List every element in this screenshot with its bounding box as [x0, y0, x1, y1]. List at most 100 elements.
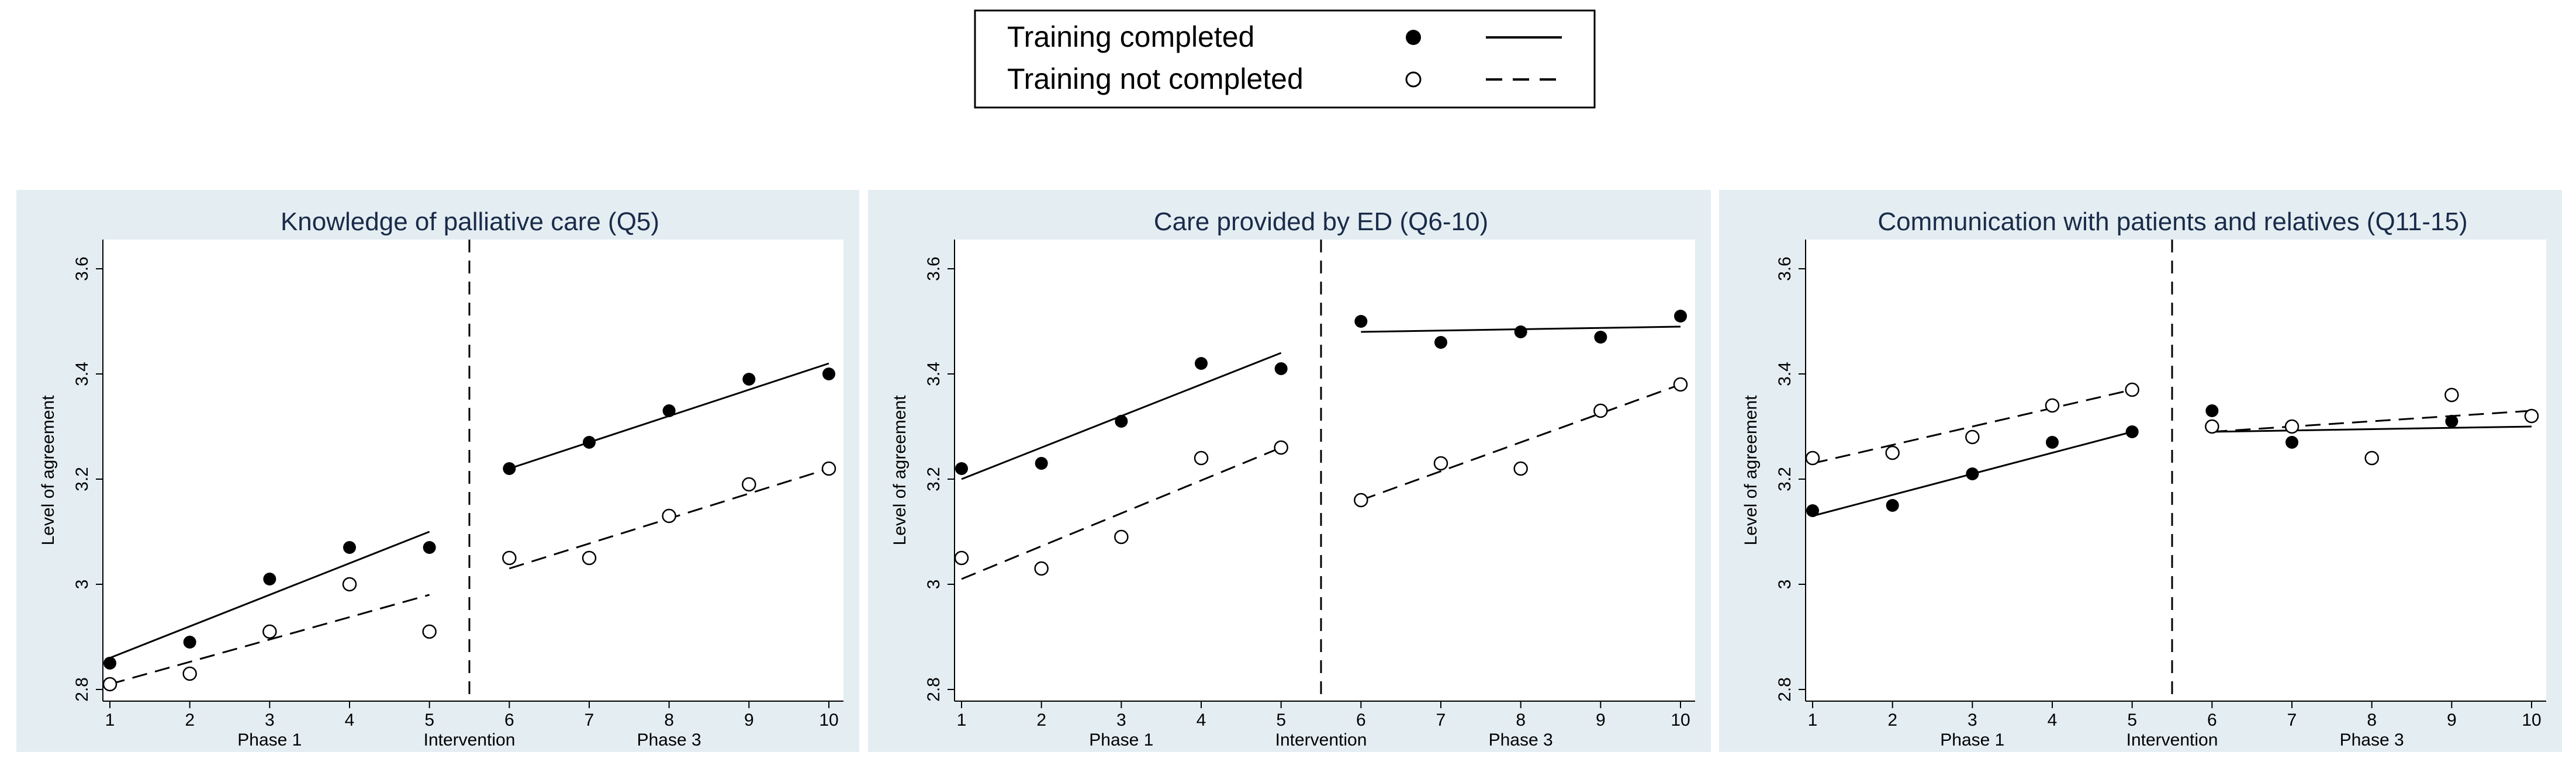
x-tick-label: 10 — [1671, 710, 1690, 730]
x-tick-label: 3 — [265, 710, 275, 730]
data-point-training-not-completed — [422, 624, 437, 639]
x-tick-label: 6 — [504, 710, 514, 730]
data-point-training-completed — [183, 636, 196, 649]
x-tick-label: 5 — [424, 710, 434, 730]
y-tick-label: 2.8 — [924, 677, 943, 702]
x-tick-label: 7 — [585, 710, 594, 730]
data-point-training-not-completed — [2045, 398, 2060, 413]
x-tick-label: 8 — [1516, 710, 1526, 730]
y-tick-label: 3.4 — [1775, 362, 1794, 386]
legend-label-training-completed: Training completed — [1007, 20, 1254, 53]
data-point-training-completed — [103, 657, 116, 670]
y-tick-label: 3.2 — [1775, 467, 1794, 491]
data-point-training-completed — [503, 462, 516, 475]
x-tick-label: 9 — [1596, 710, 1606, 730]
panel-care-provided-by-ed: Care provided by ED (Q6-10) 2.8 3 3.2 3.4 3.… — [868, 190, 1711, 752]
data-point-training-completed — [2046, 436, 2059, 449]
data-point-training-completed — [1354, 315, 1368, 328]
data-point-training-completed — [2205, 404, 2219, 417]
intervention-label: Intervention — [1275, 730, 1367, 750]
data-point-training-not-completed — [821, 461, 836, 476]
fit-line-training-completed — [109, 531, 430, 659]
data-point-training-not-completed — [1114, 529, 1129, 545]
data-point-training-completed — [955, 462, 968, 475]
phase-3-label: Phase 3 — [637, 730, 701, 750]
data-point-training-completed — [2285, 436, 2298, 449]
plot-area — [955, 240, 1695, 701]
data-point-training-not-completed — [1805, 450, 1820, 466]
fit-line-training-not-completed — [109, 594, 430, 685]
y-axis-title: Level of agreement — [1741, 395, 1761, 545]
fit-line-training-completed — [2212, 425, 2532, 433]
data-point-training-completed — [2125, 425, 2139, 438]
legend-box — [974, 9, 1596, 109]
data-point-training-not-completed — [102, 677, 117, 692]
phase-3-label: Phase 3 — [1489, 730, 1553, 750]
data-point-training-not-completed — [582, 550, 597, 566]
data-point-training-not-completed — [742, 477, 756, 492]
data-point-training-not-completed — [1593, 403, 1608, 418]
y-tick-label: 3.2 — [924, 467, 943, 491]
data-point-training-completed — [1514, 325, 1527, 338]
data-point-training-not-completed — [1965, 429, 1980, 445]
data-point-training-not-completed — [1673, 377, 1688, 392]
y-axis-title: Level of agreement — [890, 395, 910, 545]
x-tick-label: 6 — [1356, 710, 1366, 730]
x-tick-label: 7 — [2287, 710, 2297, 730]
data-point-training-completed — [1195, 357, 1208, 370]
data-point-training-not-completed — [2205, 419, 2219, 434]
x-tick-label: 3 — [1116, 710, 1126, 730]
fit-line-training-not-completed — [1360, 383, 1681, 501]
fit-line-training-not-completed — [2212, 410, 2532, 433]
x-tick-label: 7 — [1436, 710, 1446, 730]
legend: Training completed Training not complete… — [974, 9, 1596, 109]
data-point-training-not-completed — [954, 550, 969, 566]
x-tick-label: 4 — [345, 710, 355, 730]
panel-title: Care provided by ED (Q6-10) — [1154, 207, 1488, 236]
y-tick-label: 3.4 — [924, 362, 943, 386]
legend-marker-hollow-circle — [1405, 71, 1422, 88]
x-tick-label: 1 — [957, 710, 967, 730]
data-point-training-not-completed — [2444, 387, 2459, 403]
data-point-training-not-completed — [2125, 382, 2139, 397]
y-tick-label: 3.6 — [1775, 257, 1794, 281]
y-tick-label: 3.4 — [72, 362, 92, 386]
data-point-training-completed — [1594, 331, 1607, 344]
x-tick-label: 5 — [1276, 710, 1286, 730]
data-point-training-not-completed — [1433, 456, 1448, 471]
x-tick-label: 1 — [105, 710, 115, 730]
y-tick-label: 3.6 — [924, 257, 943, 281]
phase-3-label: Phase 3 — [2340, 730, 2404, 750]
data-point-training-completed — [1886, 499, 1899, 512]
data-point-training-not-completed — [1274, 440, 1288, 455]
y-tick-label: 2.8 — [1775, 677, 1794, 702]
data-point-training-completed — [583, 436, 596, 449]
data-point-training-not-completed — [2284, 419, 2300, 434]
y-tick-label: 3 — [924, 580, 943, 590]
data-point-training-not-completed — [262, 624, 277, 639]
data-point-training-not-completed — [1194, 450, 1209, 466]
data-point-training-completed — [1966, 467, 1979, 480]
intervention-label: Intervention — [2127, 730, 2218, 750]
data-point-training-not-completed — [1034, 561, 1049, 576]
phase-1-label: Phase 1 — [1940, 730, 2004, 750]
x-tick-label: 9 — [744, 710, 754, 730]
legend-label-training-not-completed: Training not completed — [1007, 63, 1303, 95]
x-tick-label: 2 — [1036, 710, 1046, 730]
y-tick-label: 3.2 — [72, 467, 92, 491]
data-point-training-not-completed — [1513, 461, 1528, 476]
plot-area — [1806, 240, 2546, 701]
x-tick-label: 6 — [2207, 710, 2217, 730]
data-point-training-not-completed — [182, 666, 197, 681]
y-tick-label: 3.6 — [72, 257, 92, 281]
x-tick-label: 9 — [2447, 710, 2457, 730]
x-tick-label: 10 — [819, 710, 838, 730]
data-point-training-completed — [343, 541, 356, 554]
data-point-training-not-completed — [2524, 408, 2539, 424]
y-tick-label: 3 — [72, 580, 92, 590]
data-point-training-not-completed — [1885, 445, 1900, 460]
phase-1-label: Phase 1 — [237, 730, 302, 750]
data-point-training-completed — [822, 368, 835, 380]
data-point-training-completed — [1035, 457, 1048, 470]
